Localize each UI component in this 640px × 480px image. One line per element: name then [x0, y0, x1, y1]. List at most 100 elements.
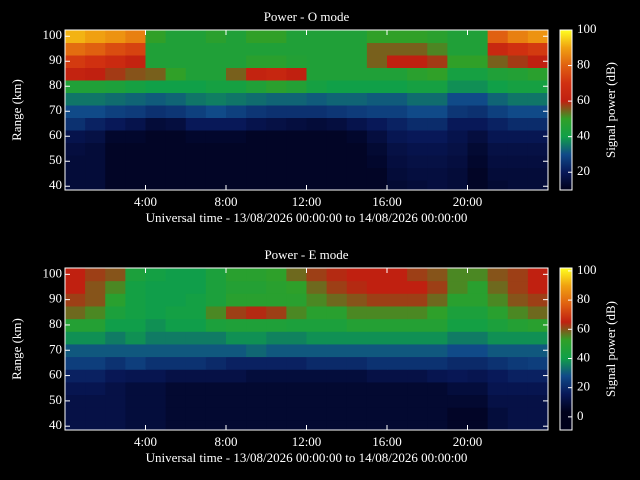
heat-cell: [387, 305, 408, 320]
heat-cell: [447, 117, 468, 131]
heat-cell: [346, 305, 368, 320]
heat-cell: [527, 92, 548, 106]
heat-cell: [145, 117, 167, 131]
heat-cell: [527, 394, 548, 408]
heat-cell: [125, 407, 146, 421]
heat-cell: [507, 105, 529, 118]
colorbar-label: Signal power (dB): [603, 62, 618, 158]
heat-cell: [286, 343, 307, 358]
heat-cell: [326, 67, 348, 81]
heat-cell: [467, 155, 489, 168]
heat-cell: [527, 55, 548, 68]
heat-cell: [205, 331, 227, 345]
heat-cell: [427, 155, 448, 168]
heat-cell: [85, 30, 106, 43]
heat-cell: [246, 167, 267, 181]
x-tick-label: 12:00: [292, 194, 322, 209]
heat-cell: [427, 356, 448, 370]
heat-cell: [246, 407, 267, 421]
heat-cell: [85, 180, 106, 190]
heat-cell: [226, 155, 247, 168]
heat-cell: [185, 394, 207, 408]
heat-cell: [467, 142, 489, 156]
heat-cell: [65, 42, 86, 56]
heat-cell: [286, 130, 307, 143]
heat-cell: [427, 369, 448, 383]
heat-cell: [165, 30, 187, 43]
heat-cell: [467, 369, 489, 383]
heat-cell: [226, 42, 247, 56]
y-tick-label: 70: [49, 102, 62, 117]
heat-cell: [427, 105, 448, 118]
heat-cell: [326, 293, 348, 307]
heat-cell: [467, 92, 489, 106]
heat-cell: [487, 343, 509, 358]
x-tick-label: 4:00: [134, 434, 157, 449]
heat-cell: [185, 117, 207, 131]
heat-cell: [467, 180, 489, 190]
heat-cell: [467, 130, 489, 143]
heat-cell: [507, 42, 529, 56]
heat-cell: [366, 305, 388, 320]
heat-cell: [286, 117, 307, 131]
heat-cell: [387, 117, 408, 131]
heat-cell: [286, 419, 307, 430]
heat-cell: [387, 142, 408, 156]
heat-cell: [387, 407, 408, 421]
heat-cell: [65, 407, 86, 421]
heat-cell: [346, 268, 368, 282]
heat-cell: [366, 142, 388, 156]
y-tick-label: 90: [49, 291, 62, 306]
heat-cell: [85, 318, 106, 332]
heat-cell: [286, 293, 307, 307]
heat-cell: [447, 369, 468, 383]
heat-cell: [487, 394, 509, 408]
heat-cell: [266, 407, 287, 421]
heat-cell: [125, 268, 146, 282]
heat-cell: [65, 80, 86, 93]
heat-cell: [165, 331, 187, 345]
heat-cell: [145, 394, 167, 408]
heat-cell: [326, 105, 348, 118]
heat-cell: [407, 105, 428, 118]
heat-cell: [286, 280, 307, 294]
heat-cell: [427, 318, 448, 332]
heat-cell: [266, 356, 287, 370]
x-tick-label: 8:00: [214, 434, 237, 449]
heat-cell: [85, 356, 106, 370]
heat-cell: [165, 268, 187, 282]
heat-cell: [266, 394, 287, 408]
heat-cell: [326, 419, 348, 430]
heat-cell: [266, 42, 287, 56]
heat-cell: [467, 80, 489, 93]
heat-cell: [105, 343, 126, 358]
heat-cell: [507, 343, 529, 358]
heat-cell: [326, 117, 348, 131]
heat-cell: [346, 155, 368, 168]
heat-cell: [326, 343, 348, 358]
heat-cell: [447, 356, 468, 370]
heat-cell: [246, 381, 267, 396]
heat-cell: [286, 268, 307, 282]
heat-cell: [85, 407, 106, 421]
heat-cell: [226, 369, 247, 383]
heat-cell: [105, 42, 126, 56]
heat-cell: [407, 419, 428, 430]
y-tick-label: 100: [43, 27, 63, 42]
heat-cell: [467, 293, 489, 307]
heat-cell: [407, 42, 428, 56]
heat-cell: [387, 55, 408, 68]
heat-cell: [407, 305, 428, 320]
heat-cell: [286, 356, 307, 370]
colorbar-tick-label: 40: [577, 349, 590, 364]
heat-cell: [427, 280, 448, 294]
heat-cell: [346, 67, 368, 81]
heat-cell: [185, 356, 207, 370]
heat-cell: [427, 42, 448, 56]
heat-cell: [226, 305, 247, 320]
heat-cell: [407, 280, 428, 294]
heat-cell: [145, 92, 167, 106]
heat-cell: [427, 80, 448, 93]
heat-cell: [145, 268, 167, 282]
heatmap: [65, 268, 548, 430]
